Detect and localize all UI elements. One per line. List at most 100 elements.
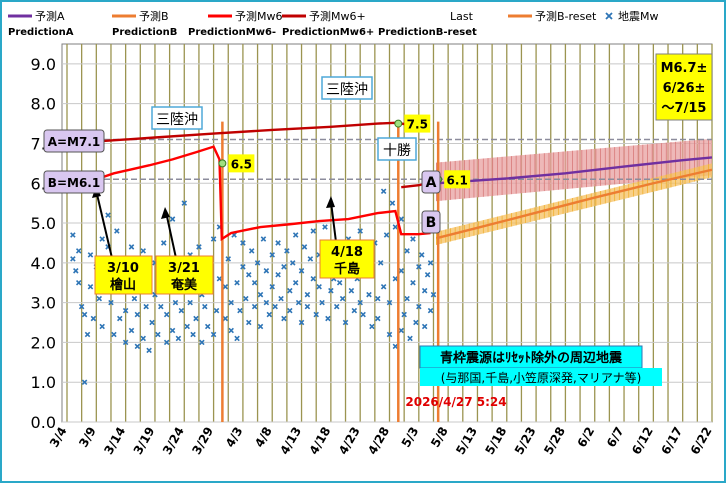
last-label-bg bbox=[444, 170, 471, 189]
scatter-point bbox=[81, 311, 88, 318]
legend-label: 予測B-reset bbox=[535, 9, 597, 23]
scatter-point bbox=[375, 295, 381, 302]
y-tick-label: 4.0 bbox=[31, 254, 56, 273]
scatter-point bbox=[319, 299, 325, 306]
series-a-tag-label: A bbox=[426, 175, 437, 191]
scatter-point bbox=[78, 303, 85, 310]
scatter-point bbox=[149, 319, 155, 326]
scatter-point bbox=[193, 315, 199, 322]
scatter-point bbox=[234, 279, 240, 286]
x-tick-label: 6/2 bbox=[575, 425, 598, 450]
event-hiyama-date: 3/10 bbox=[107, 261, 139, 276]
scatter-point bbox=[111, 331, 117, 338]
scatter-point bbox=[295, 299, 302, 306]
scatter-point bbox=[240, 264, 246, 270]
forecast-line1: M6.7± bbox=[661, 61, 708, 76]
scatter-point bbox=[383, 232, 390, 238]
event-chishima-box bbox=[319, 239, 375, 279]
legend-sublabel: PredictionA bbox=[8, 27, 74, 38]
x-tick-label: 3/14 bbox=[101, 425, 128, 457]
scatter-point bbox=[204, 323, 211, 330]
scatter-point bbox=[298, 319, 305, 326]
scatter-point bbox=[333, 303, 340, 310]
scatter-point bbox=[216, 275, 223, 282]
scatter-point bbox=[281, 315, 287, 322]
scatter-point bbox=[146, 347, 152, 354]
event-amami-box bbox=[155, 255, 214, 295]
scatter-point bbox=[184, 323, 190, 330]
scatter-point bbox=[228, 327, 234, 334]
scatter-point bbox=[251, 279, 258, 286]
scatter-point bbox=[322, 224, 328, 230]
scatter-point bbox=[251, 303, 258, 310]
scatter-point bbox=[377, 260, 384, 266]
scatter-point bbox=[272, 303, 278, 310]
scatter-point bbox=[289, 260, 296, 266]
legend-swatch bbox=[605, 12, 613, 20]
event-chishima-name: 千島 bbox=[334, 261, 360, 277]
scatter-point bbox=[421, 323, 428, 330]
scatter-point bbox=[175, 335, 182, 342]
scatter-point bbox=[134, 343, 141, 350]
x-tick-label: 4/18 bbox=[307, 425, 334, 457]
scatter-point bbox=[416, 303, 422, 310]
scatter-point bbox=[375, 315, 381, 322]
scatter-point bbox=[99, 323, 105, 330]
scatter-point bbox=[336, 279, 343, 286]
scatter-point bbox=[190, 331, 196, 338]
y-tick-label: 3.0 bbox=[31, 294, 56, 313]
x-tick-label: 6/7 bbox=[604, 425, 627, 450]
scatter-point bbox=[210, 236, 217, 242]
scatter-point bbox=[269, 252, 275, 258]
sanriku-lower-box bbox=[151, 106, 203, 130]
last-label-bg bbox=[404, 114, 431, 133]
note-title: 青枠震源はﾘｾｯﾄ除外の周辺地震 bbox=[440, 350, 623, 366]
scatter-point bbox=[386, 331, 393, 338]
reference-lines bbox=[104, 138, 712, 181]
x-tick-label: 4/28 bbox=[365, 425, 392, 457]
scatter-point bbox=[234, 335, 240, 342]
scatter-point bbox=[263, 299, 270, 306]
series-lines: 6.5 7.5 6.1 bbox=[90, 114, 713, 242]
scatter-point bbox=[257, 323, 264, 330]
legend-label: 地震Mw bbox=[618, 10, 659, 23]
event-hiyama-box bbox=[94, 255, 153, 295]
x-tick-label: 6/22 bbox=[688, 425, 715, 457]
scatter-point bbox=[392, 343, 399, 350]
x-tick-label: 3/19 bbox=[131, 425, 158, 457]
x-tick-label: 5/8 bbox=[428, 425, 451, 450]
scatter-point bbox=[275, 272, 281, 278]
scatter-point bbox=[307, 256, 314, 262]
scatter-point bbox=[413, 319, 419, 326]
last-label: 6.5 bbox=[231, 157, 252, 171]
x-tick-label: 6/12 bbox=[629, 425, 656, 457]
scatter-point bbox=[427, 260, 434, 266]
scatter-point bbox=[87, 252, 94, 258]
scatter-point bbox=[163, 339, 170, 346]
arrow-chishima bbox=[330, 201, 337, 243]
x-tick-label: 4/13 bbox=[277, 425, 304, 457]
scatter-point bbox=[392, 224, 399, 230]
legend-label: 予測Mw6+ bbox=[309, 9, 366, 23]
annotations: A=M7.1 B=M6.1 三陸沖 三陸沖 十勝 A B 3/10 檜山 3/2… bbox=[43, 53, 713, 409]
scatter-point bbox=[228, 299, 234, 306]
scatter-point bbox=[404, 295, 410, 302]
scatter-point bbox=[134, 311, 141, 318]
legend-label: 予測B bbox=[139, 9, 169, 23]
scatter-point bbox=[70, 256, 76, 262]
scatter-point bbox=[287, 307, 293, 314]
tokachi-label: 十勝 bbox=[383, 143, 411, 159]
scatter-point bbox=[292, 279, 299, 286]
scatter-point bbox=[351, 307, 358, 314]
scatter-point bbox=[240, 240, 246, 246]
box-b-label: B=M6.1 bbox=[48, 176, 100, 190]
last-label-bg bbox=[228, 154, 255, 173]
last-label: 6.1 bbox=[447, 173, 468, 187]
scatter-point bbox=[169, 327, 176, 334]
last-label: 7.5 bbox=[407, 118, 428, 132]
scatter-point bbox=[105, 212, 111, 218]
scatter-point bbox=[401, 311, 407, 318]
scatter-point bbox=[202, 303, 208, 310]
scatter-point bbox=[75, 248, 82, 254]
scatter-point bbox=[213, 307, 220, 314]
